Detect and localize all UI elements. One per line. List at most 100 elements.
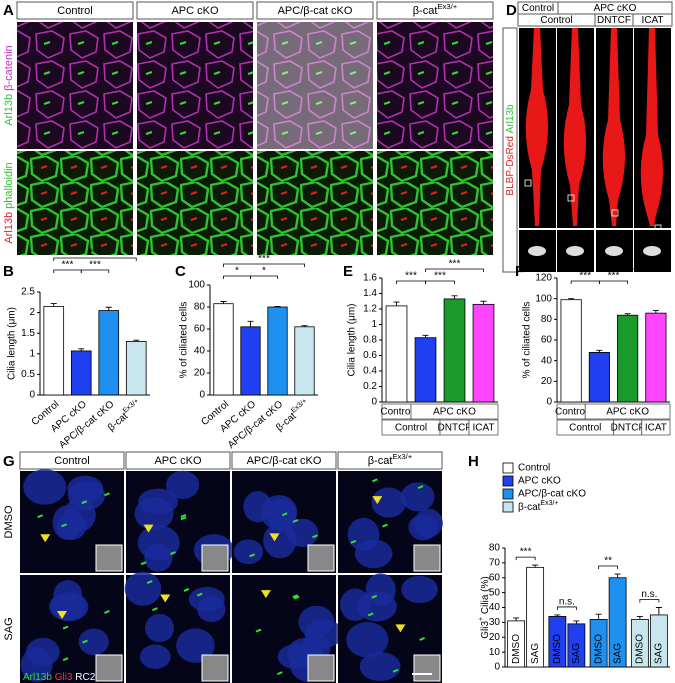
- cilium: [292, 518, 299, 523]
- bar: [240, 326, 261, 396]
- text-part: Ex3/+: [540, 500, 558, 507]
- row-label: SAG: [3, 617, 15, 640]
- bar: [560, 299, 582, 403]
- column-header-box: [376, 1, 494, 20]
- y-tick-label: 0: [199, 390, 205, 401]
- bar: [294, 326, 315, 396]
- y-tick-label: 100: [188, 280, 205, 291]
- nucleus: [400, 482, 435, 512]
- column-header: APC cKO: [154, 455, 202, 467]
- y-tick-label: 30: [489, 617, 501, 628]
- error-bar: [636, 615, 643, 620]
- arrowhead: [372, 496, 383, 505]
- column-header: β-catEx3/+: [413, 2, 458, 17]
- error-bar: [301, 325, 308, 327]
- cell-shape: [525, 28, 549, 226]
- x-tick-label: DMSO: [552, 634, 563, 664]
- bar: [70, 350, 92, 396]
- cilium: [37, 514, 44, 519]
- arrowhead: [57, 610, 68, 619]
- y-tick-label: 2: [29, 307, 35, 318]
- significance-label: ***: [434, 271, 446, 282]
- nucleus: [408, 514, 438, 541]
- cilium: [293, 595, 300, 600]
- significance-bracket: [598, 565, 619, 570]
- y-tick-label: 20: [489, 632, 501, 643]
- cilium: [180, 514, 187, 518]
- error-bar: [133, 339, 140, 342]
- panel-label: G: [3, 453, 15, 470]
- y-tick-label: 80: [194, 302, 206, 313]
- bar: [414, 337, 437, 403]
- nucleus: [286, 518, 319, 548]
- y-tick-label: 0: [29, 390, 35, 401]
- column-header: Control: [57, 5, 92, 17]
- x-tick-label: SAG: [530, 643, 541, 664]
- side-label: BLBP-DsRed Arl13b: [505, 104, 516, 196]
- cilium: [392, 668, 399, 673]
- group-table-label: Control: [380, 407, 412, 418]
- column-header: APC/β-cat cKO: [247, 455, 322, 467]
- inset: [95, 544, 123, 572]
- cilium: [196, 592, 203, 597]
- cilium: [643, 246, 661, 256]
- significance-bracket: [80, 269, 110, 273]
- legend-swatch: [502, 501, 514, 513]
- x-tick-label: DMSO: [511, 634, 522, 664]
- cilium: [371, 594, 378, 599]
- arrowhead: [260, 590, 271, 599]
- cilium: [62, 625, 69, 630]
- column-header-box: [256, 1, 374, 20]
- error-bar: [393, 301, 400, 306]
- nucleus: [260, 494, 298, 530]
- significance-label: ***: [622, 259, 634, 270]
- nucleus: [401, 575, 438, 604]
- column-header: APC cKO: [171, 5, 219, 17]
- x-tick-label: DMSO: [635, 634, 646, 664]
- row-label: Arl13b phalloidin: [3, 162, 15, 243]
- cilium: [419, 637, 425, 641]
- cilium: [255, 628, 262, 633]
- text-part: β-cat: [368, 455, 393, 467]
- y-tick-label: 60: [489, 572, 501, 583]
- legend-swatch: [502, 475, 514, 487]
- panel-label: C: [175, 263, 186, 280]
- nucleus: [176, 628, 215, 663]
- micrograph: [257, 151, 373, 255]
- nucleus: [78, 628, 109, 656]
- micrograph: [17, 151, 133, 255]
- panel-label: D: [506, 2, 517, 19]
- subheader: Control: [540, 15, 572, 26]
- x-tick-label: SAG: [612, 643, 623, 664]
- y-tick-label: 1.5: [21, 328, 35, 339]
- nucleus: [53, 580, 83, 610]
- significance-label: n.s.: [559, 597, 575, 608]
- inset: [413, 654, 441, 682]
- micrograph: [257, 22, 373, 149]
- significance-bracket: [598, 268, 657, 272]
- arrowhead: [395, 624, 406, 633]
- row-label: Arl13b β-catenin: [3, 45, 15, 125]
- y-tick-label: 100: [535, 293, 552, 304]
- row-label-part: β-catenin: [3, 45, 15, 90]
- error-bar: [78, 348, 85, 351]
- error-bar: [568, 298, 575, 300]
- row-label: DMSO: [3, 505, 15, 538]
- error-bar: [532, 564, 539, 568]
- group-table-cell: [410, 403, 499, 420]
- y-axis-label: Cilia length (μm): [347, 303, 358, 376]
- panel-label: H: [468, 453, 479, 470]
- cilium: [81, 500, 88, 505]
- legend-label: β-catEx3/+: [518, 500, 559, 512]
- cilium: [281, 512, 288, 517]
- micrograph: [17, 22, 133, 149]
- group-table-cell: [641, 419, 671, 436]
- error-bar: [50, 303, 57, 307]
- text-part: +: [478, 617, 485, 621]
- y-tick-label: 70: [489, 558, 501, 569]
- significance-label: ***: [62, 260, 74, 271]
- error-bar: [596, 349, 603, 353]
- cilium: [566, 246, 584, 256]
- significance-bracket: [639, 599, 660, 603]
- significance-label: ***: [579, 271, 591, 282]
